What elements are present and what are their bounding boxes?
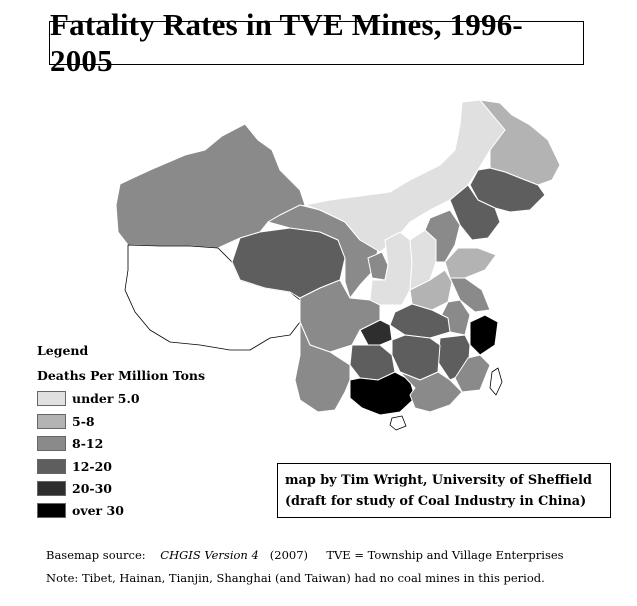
legend-item: 5-8: [37, 413, 95, 430]
region-taiwan: [489, 367, 503, 396]
basemap-year: (2007): [269, 548, 309, 562]
title-box: Fatality Rates in TVE Mines, 1996-2005: [49, 7, 584, 78]
region-fujian: [454, 354, 491, 393]
footnote-note: Note: Tibet, Hainan, Tianjin, Shanghai (…: [46, 571, 545, 585]
region-shaanxi: [369, 231, 413, 306]
legend-item: under 5.0: [37, 390, 140, 407]
region-tibet: [124, 244, 301, 351]
basemap-source: Basemap source: CHGIS Version 4 (2007) T…: [46, 548, 564, 562]
basemap-name: CHGIS Version 4: [160, 548, 259, 562]
legend-label: over 30: [72, 503, 124, 518]
legend-swatch: [37, 459, 66, 474]
legend-label: 20-30: [72, 481, 112, 496]
region-hubei: [389, 303, 451, 339]
legend-swatch: [37, 481, 66, 496]
region-guangxi: [349, 371, 416, 416]
legend-subtitle: Deaths Per Million Tons: [37, 368, 206, 383]
legend-label: under 5.0: [72, 391, 140, 406]
legend-item: 20-30: [37, 480, 112, 497]
region-ningxia: [367, 251, 389, 281]
region-guangdong: [399, 371, 463, 413]
region-hunan: [391, 334, 441, 381]
legend-swatch: [37, 436, 66, 451]
legend-swatch: [37, 503, 66, 518]
region-shandong: [444, 247, 497, 279]
credit-line-2: (draft for study of Coal Industry in Chi…: [285, 494, 587, 509]
legend-label: 8-12: [72, 436, 104, 451]
tve-definition: TVE = Township and Village Enterprises: [326, 548, 564, 562]
region-yunnan: [294, 321, 351, 413]
region-zhejiang: [469, 314, 499, 356]
legend-swatch: [37, 391, 66, 406]
region-hainan: [389, 415, 407, 431]
region-heilongjiang: [479, 99, 561, 186]
legend-label: 12-20: [72, 459, 112, 474]
credit-box: map by Tim Wright, University of Sheffie…: [277, 463, 611, 518]
legend-title: Legend: [37, 343, 89, 358]
legend-item: over 30: [37, 502, 124, 519]
region-liaoning: [449, 184, 501, 241]
credit-line-1: map by Tim Wright, University of Sheffie…: [285, 473, 592, 488]
map-title: Fatality Rates in TVE Mines, 1996-2005: [50, 7, 523, 78]
legend-label: 5-8: [72, 414, 95, 429]
legend-item: 8-12: [37, 435, 103, 452]
basemap-prefix: Basemap source:: [46, 548, 146, 562]
legend-swatch: [37, 414, 66, 429]
legend-item: 12-20: [37, 458, 112, 475]
